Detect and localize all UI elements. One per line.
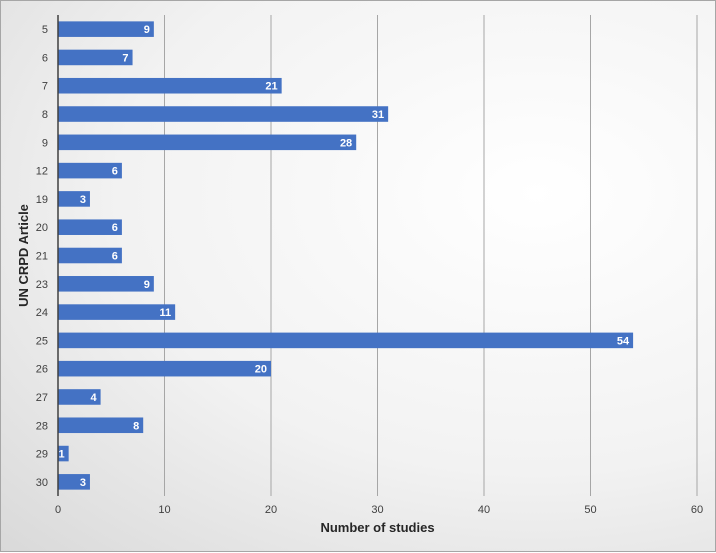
- x-tick-label: 20: [265, 504, 277, 516]
- bar-article-27: [58, 389, 101, 405]
- y-axis-title: UN CRPD Article: [16, 204, 31, 307]
- data-label: 4: [90, 392, 97, 404]
- y-tick-label: 25: [36, 335, 48, 347]
- y-tick-labels: 5 6 7 8 9 12 19 20 21 23 24 25 26 27 28 29 30: [36, 24, 48, 489]
- y-tick-label: 26: [36, 364, 48, 376]
- bar-article-20: [58, 219, 122, 235]
- bar-article-30: [58, 474, 90, 490]
- data-label: 9: [144, 279, 150, 291]
- data-label: 11: [160, 307, 172, 319]
- bar-article-9: [58, 134, 357, 151]
- data-label: 21: [265, 81, 277, 93]
- data-label: 1: [59, 449, 65, 461]
- x-tick-label: 40: [478, 504, 490, 516]
- x-tick-labels: 0 10 20 30 40 50 60: [55, 504, 703, 516]
- data-label: 31: [372, 109, 384, 121]
- y-tick-label: 12: [36, 166, 48, 178]
- y-tick-label: 30: [36, 477, 48, 489]
- y-tick-label: 23: [36, 279, 48, 291]
- bars: [58, 21, 634, 490]
- data-label: 9: [144, 24, 150, 36]
- bar-article-8: [58, 106, 389, 122]
- data-label: 20: [255, 364, 267, 376]
- data-label: 3: [80, 194, 86, 206]
- y-tick-label: 29: [36, 449, 48, 461]
- y-tick-label: 28: [36, 420, 48, 432]
- x-tick-label: 0: [55, 504, 61, 516]
- gridlines: [164, 15, 698, 496]
- bar-article-26: [58, 360, 271, 377]
- x-tick-label: 10: [158, 504, 170, 516]
- bar-article-19: [58, 191, 90, 207]
- bar-article-6: [58, 49, 133, 66]
- bar-article-23: [58, 276, 154, 292]
- y-tick-label: 20: [36, 222, 48, 234]
- bar-article-29: [58, 445, 69, 462]
- x-axis-title: Number of studies: [320, 520, 434, 535]
- data-label: 6: [112, 251, 118, 263]
- x-tick-label: 30: [371, 504, 383, 516]
- y-tick-label: 21: [36, 251, 48, 263]
- bar-article-5: [58, 21, 154, 37]
- y-tick-label: 8: [42, 109, 48, 121]
- y-tick-label: 6: [42, 52, 48, 64]
- data-label: 8: [133, 420, 139, 432]
- bar-article-12: [58, 162, 122, 179]
- y-tick-label: 5: [42, 24, 48, 36]
- y-tick-label: 7: [42, 81, 48, 93]
- x-tick-label: 50: [584, 504, 596, 516]
- y-tick-label: 9: [42, 137, 48, 149]
- data-label: 7: [122, 52, 128, 64]
- bar-article-21: [58, 247, 122, 264]
- data-label: 6: [112, 166, 118, 178]
- bar-article-28: [58, 417, 144, 434]
- data-label: 54: [617, 335, 630, 347]
- bar-article-7: [58, 77, 282, 94]
- data-label: 28: [340, 137, 352, 149]
- y-tick-label: 27: [36, 392, 48, 404]
- bar-article-25: [58, 332, 634, 349]
- y-tick-label: 24: [36, 307, 48, 319]
- data-label: 3: [80, 477, 86, 489]
- x-tick-label: 60: [691, 504, 703, 516]
- y-tick-label: 19: [36, 194, 48, 206]
- bar-article-24: [58, 304, 176, 320]
- data-labels: 9 7 21 31 28 6 3 6 6 9 11 54 20 4 8 1 3: [59, 24, 630, 489]
- data-label: 6: [112, 222, 118, 234]
